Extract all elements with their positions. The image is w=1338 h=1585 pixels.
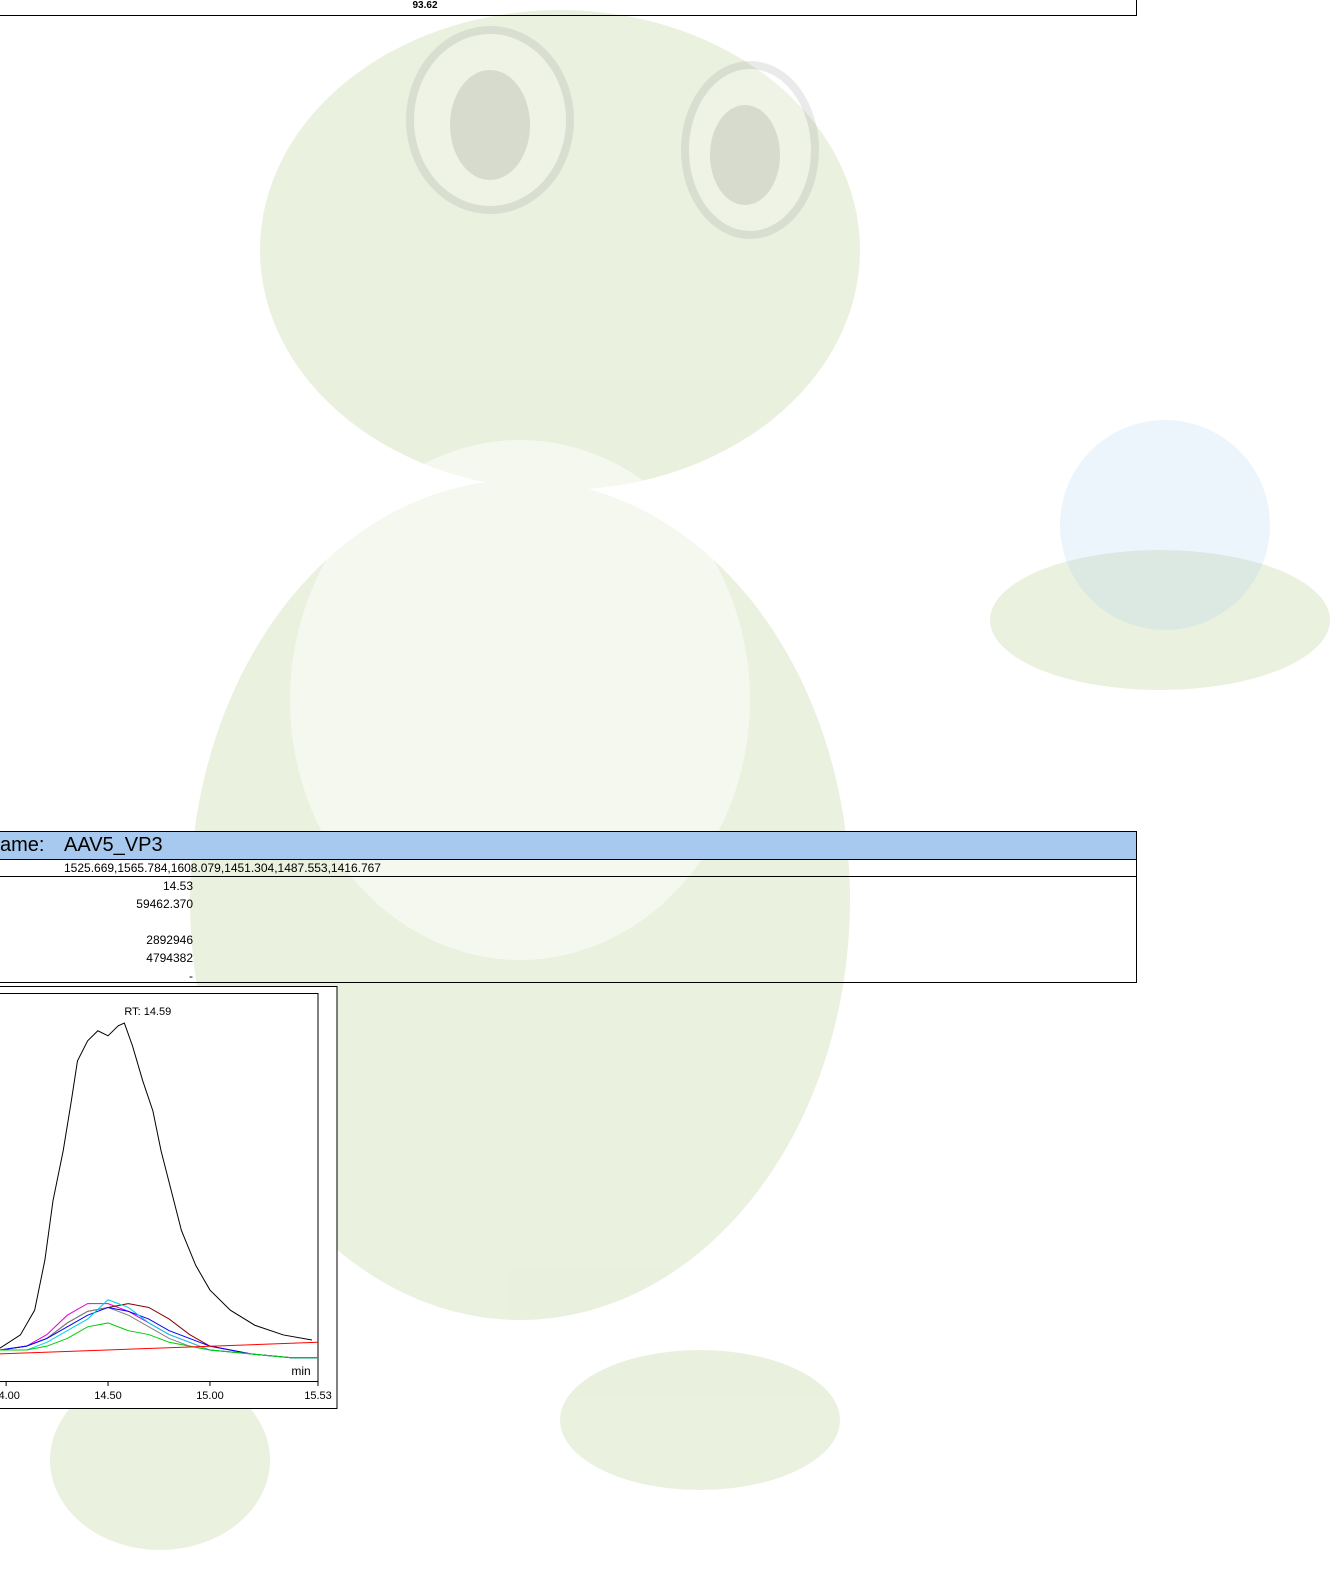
x-tick-label: 15.00 xyxy=(196,1390,224,1402)
name-label: ame: xyxy=(0,834,45,856)
table-border xyxy=(0,15,1136,16)
chromatogram: min 14.00 14.50 15.00 15.53 RT: 14.59 xyxy=(0,986,338,1409)
x-unit: min xyxy=(291,1364,310,1378)
trace xyxy=(0,1022,312,1349)
table-border xyxy=(1136,0,1137,16)
trace xyxy=(0,1322,318,1359)
x-tick-label: 14.50 xyxy=(94,1390,122,1402)
table-header xyxy=(0,831,1137,860)
compound-name: AAV5_VP3 xyxy=(64,834,163,856)
cell-value: 59462.370 xyxy=(136,897,193,911)
table-border xyxy=(1136,859,1137,983)
x-tick-label: 14.00 xyxy=(0,1390,20,1402)
trace xyxy=(0,1341,319,1355)
x-tick-label: 15.53 xyxy=(304,1390,332,1402)
cell-value: 2892946 xyxy=(146,933,193,947)
table-border xyxy=(0,876,1136,877)
cell-value: 14.53 xyxy=(162,879,193,893)
cell-value: 93.62 xyxy=(412,0,438,11)
mass-list: 1525.669,1565.784,1608.079,1451.304,1487… xyxy=(64,861,381,875)
table-border xyxy=(0,982,1137,983)
peak-annotation: RT: 14.59 xyxy=(124,1006,171,1018)
cell-value: - xyxy=(189,969,193,983)
plot-frame xyxy=(0,993,319,1382)
cell-value: 4794382 xyxy=(146,951,193,965)
